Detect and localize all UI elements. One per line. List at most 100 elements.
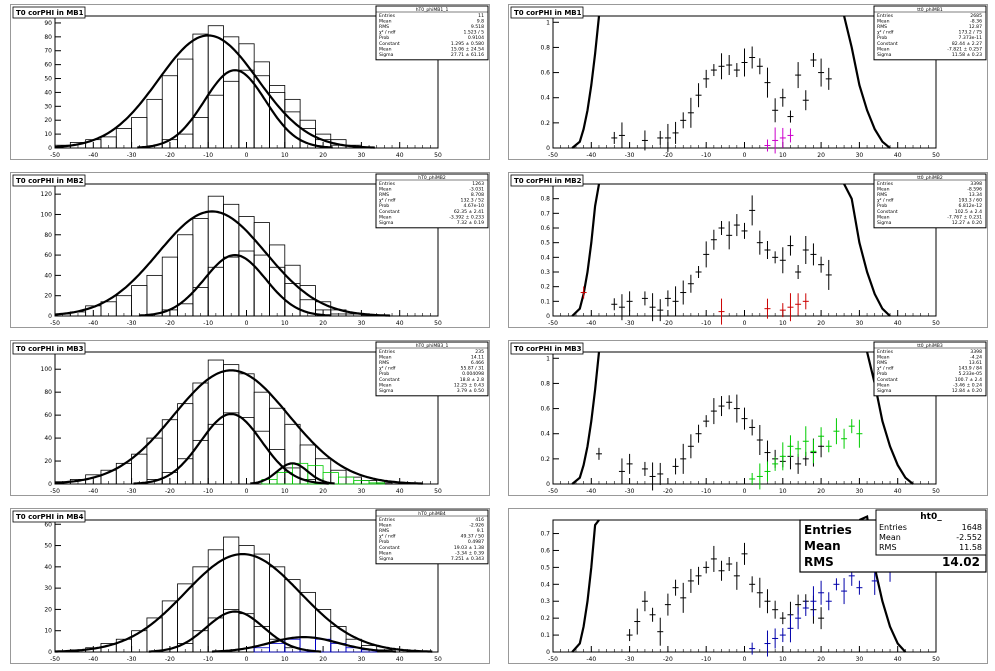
stats-box-border — [875, 509, 987, 556]
x-tick-label: -20 — [165, 488, 175, 495]
stats-key: χ² / ndf — [877, 30, 894, 36]
y-tick-label: 0.2 — [540, 456, 550, 463]
x-tick-label: -40 — [88, 320, 98, 327]
x-tick-label: -30 — [127, 488, 137, 495]
stats-value: -3.34 ± 0.39 — [455, 550, 484, 556]
stats-title: hT0_phiMB4 — [418, 511, 446, 517]
stats-value: 0.4987 — [468, 539, 484, 545]
y-tick-label: 20 — [44, 458, 52, 465]
stats-key: Prob — [379, 203, 389, 209]
stats-key: Mean — [877, 214, 890, 220]
stats-key: Entries — [877, 349, 894, 355]
stats-value: 416 — [475, 517, 484, 523]
stats-key: Prob — [877, 203, 887, 209]
stats-value: 7.32 ± 0.19 — [457, 220, 484, 226]
y-tick-label: 0.8 — [540, 44, 550, 51]
stats-value: 62.35 ± 2.41 — [454, 209, 484, 215]
stats-key: Mean — [379, 46, 392, 52]
stats-value: -2.926 — [469, 522, 484, 528]
x-tick-label: 0 — [743, 152, 747, 159]
histogram-bar-3 — [353, 480, 370, 485]
stats-value: 173.2 / 75 — [959, 30, 983, 36]
x-tick-label: -40 — [88, 656, 98, 663]
x-tick-label: 40 — [396, 320, 404, 327]
stats-key: RMS — [379, 192, 389, 198]
stats-key: χ² / ndf — [379, 30, 396, 36]
x-tick-label: 10 — [779, 656, 787, 663]
stats-value: 12.25 ± 0.43 — [454, 382, 484, 388]
stats-title: hT0_phiMB2 — [418, 175, 446, 181]
y-tick-label: 40 — [44, 272, 52, 279]
y-tick-label: 0 — [48, 649, 52, 656]
stats-key: Prob — [379, 35, 389, 41]
y-tick-label: 10 — [44, 131, 52, 138]
stats-value: 55.87 / 31 — [461, 366, 485, 372]
x-tick-label: 50 — [932, 656, 940, 663]
stats-row-bg — [876, 522, 986, 532]
fit-curve-1 — [55, 553, 433, 653]
stats-key: Prob — [877, 35, 887, 41]
y-tick-label: 0.6 — [540, 547, 550, 554]
stats-value: 3398 — [970, 181, 982, 187]
x-tick-label: -30 — [625, 152, 635, 159]
stats-key: RMS — [877, 360, 887, 366]
y-tick-label: 0.4 — [540, 431, 550, 438]
x-tick-label: 40 — [894, 152, 902, 159]
y-tick-label: 50 — [44, 76, 52, 83]
chart-pad-4: -50 -40 -30 -20 -10 0 10 20 30 40 50 0 0.1 0.2 0.3 0.4 0… — [508, 172, 988, 328]
chart-title: T0 corPHI in MB3 — [16, 345, 84, 353]
y-tick-label: 0.1 — [540, 632, 550, 639]
stats-key: Entries — [379, 349, 396, 355]
x-tick-label: 40 — [894, 320, 902, 327]
stats-key: Entries — [379, 181, 396, 187]
y-tick-label: 0.6 — [540, 225, 550, 232]
stats-value: 9.518 — [471, 24, 484, 30]
y-tick-label: 0.4 — [540, 95, 550, 102]
stats-value: 4.67e-10 — [463, 203, 484, 209]
x-tick-label: -30 — [127, 656, 137, 663]
x-tick-label: 10 — [779, 320, 787, 327]
y-tick-label: 60 — [44, 521, 52, 528]
x-tick-label: -10 — [203, 320, 213, 327]
stats-value: 8.708 — [471, 192, 484, 198]
stats-value: -3.46 ± 0.24 — [953, 382, 982, 388]
fit-curve-1 — [54, 34, 375, 149]
title-box — [12, 342, 86, 355]
x-tick-label: -30 — [127, 320, 137, 327]
stats-key: Sigma — [877, 388, 892, 394]
x-tick-label: -40 — [88, 488, 98, 495]
x-tick-label: 10 — [281, 320, 289, 327]
x-tick-label: 20 — [319, 656, 327, 663]
y-tick-label: 0.4 — [540, 254, 550, 261]
stats-key: RMS — [877, 24, 887, 30]
y-tick-label: 10 — [44, 628, 52, 635]
histogram-bar-2 — [299, 128, 316, 149]
chart-pad-7: -50 -40 -30 -20 -10 0 10 20 30 40 50 0 10 20 30 40 50 60T… — [10, 508, 490, 664]
y-tick-label: 0.7 — [540, 531, 550, 538]
stats-key: Mean — [877, 186, 890, 192]
x-tick-label: 30 — [856, 320, 864, 327]
x-tick-label: 30 — [358, 656, 366, 663]
stats-box — [375, 5, 489, 61]
stats-value: 6.812e-12 — [959, 203, 983, 209]
y-tick-label: 0 — [546, 649, 550, 656]
stats-box — [375, 173, 489, 229]
stats-key: Mean — [379, 550, 392, 556]
x-tick-label: 0 — [743, 320, 747, 327]
x-tick-label: -10 — [701, 656, 711, 663]
stats-value: -4.24 — [970, 354, 982, 360]
y-tick-label: 0.6 — [540, 406, 550, 413]
stats-row-bg — [876, 542, 986, 552]
stats-key: Prob — [877, 371, 887, 377]
x-tick-label: 20 — [319, 320, 327, 327]
stats-key: Mean — [379, 522, 392, 528]
stats-value: -8.596 — [967, 186, 982, 192]
y-tick-label: 80 — [44, 34, 52, 41]
x-tick-label: -40 — [586, 488, 596, 495]
x-tick-label: 0 — [245, 320, 249, 327]
y-tick-label: 0.8 — [540, 380, 550, 387]
y-tick-label: 40 — [44, 564, 52, 571]
x-tick-label: 40 — [894, 488, 902, 495]
chart-pad-1: -50 -40 -30 -20 -10 0 10 20 30 40 50 0 10 20 30 40 50 60 7… — [10, 4, 490, 160]
stats-key: Mean — [379, 18, 392, 24]
